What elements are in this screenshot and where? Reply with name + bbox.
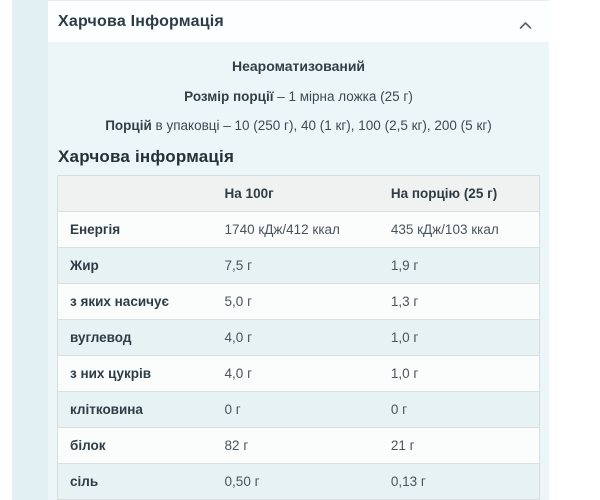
row-label: білок — [57, 427, 217, 464]
row-per100: 5,0 г — [216, 283, 383, 320]
row-per100: 82 г — [216, 427, 383, 464]
page-side-strip — [12, 0, 48, 500]
flavour-name: Неароматизований — [231, 58, 366, 74]
table-row: вуглевод 4,0 г 1,0 г — [57, 319, 540, 356]
table-row: з них цукрів 4,0 г 1,0 г — [57, 355, 540, 392]
row-label: з яких насичує — [57, 283, 217, 320]
row-per-serving: 435 кДж/103 ккал — [382, 211, 540, 248]
table-row: Жир 7,5 г 1,9 г — [57, 247, 540, 284]
table-row: Енергія 1740 кДж/412 ккал 435 кДж/103 кк… — [57, 211, 540, 248]
table-row: білок 82 г 21 г — [57, 427, 540, 464]
nutrition-accordion-panel: Харчова Інформація Неароматизований Розм… — [48, 0, 549, 500]
nutrition-table-title: Харчова інформація — [58, 147, 235, 166]
header-cell-per100: На 100г — [216, 175, 383, 212]
table-row: з яких насичує 5,0 г 1,3 г — [57, 283, 540, 320]
row-per100: 1740 кДж/412 ккал — [216, 211, 383, 248]
row-label: вуглевод — [57, 319, 217, 356]
row-label: Енергія — [57, 211, 217, 248]
row-per100: 4,0 г — [216, 355, 383, 392]
row-label: з них цукрів — [57, 355, 217, 392]
row-label: Жир — [57, 247, 217, 284]
servings-value: в упаковці – 10 (250 г), 40 (1 кг), 100 … — [151, 118, 492, 133]
row-per-serving: 0 г — [382, 391, 540, 428]
serving-size-line: Розмір порції – 1 мірна ложка (25 г) — [57, 89, 540, 104]
row-per-serving: 0,13 г — [382, 463, 540, 500]
table-row: сіль 0,50 г 0,13 г — [57, 463, 540, 500]
row-per-serving: 1,3 г — [382, 283, 540, 320]
row-per100: 7,5 г — [216, 247, 383, 284]
row-per100: 0,50 г — [216, 463, 383, 500]
row-per100: 4,0 г — [216, 319, 383, 356]
table-row: клітковина 0 г 0 г — [57, 391, 540, 428]
row-label: сіль — [57, 463, 217, 500]
row-per-serving: 1,9 г — [382, 247, 540, 284]
accordion-header-nutrition[interactable]: Харчова Інформація — [48, 1, 549, 42]
row-per-serving: 1,0 г — [382, 319, 540, 356]
servings-per-pack-line: Порцій в упаковці – 10 (250 г), 40 (1 кг… — [57, 118, 540, 133]
nutrition-table: На 100г На порцію (25 г) Енергія 1740 кД… — [57, 175, 540, 500]
header-cell-per-serving: На порцію (25 г) — [382, 175, 540, 212]
row-per100: 0 г — [216, 391, 383, 428]
accordion-content: Неароматизований Розмір порції – 1 мірна… — [48, 42, 549, 500]
row-per-serving: 21 г — [382, 427, 540, 464]
table-header-row: На 100г На порцію (25 г) — [57, 175, 540, 212]
row-per-serving: 1,0 г — [382, 355, 540, 392]
serving-size-value: – 1 мірна ложка (25 г) — [273, 89, 413, 104]
accordion-title: Харчова Інформація — [58, 12, 224, 30]
chevron-up-icon[interactable] — [519, 17, 532, 29]
servings-label: Порцій — [105, 118, 152, 133]
serving-size-label: Розмір порції — [184, 89, 274, 104]
header-cell-empty — [57, 175, 217, 212]
row-label: клітковина — [57, 391, 217, 428]
